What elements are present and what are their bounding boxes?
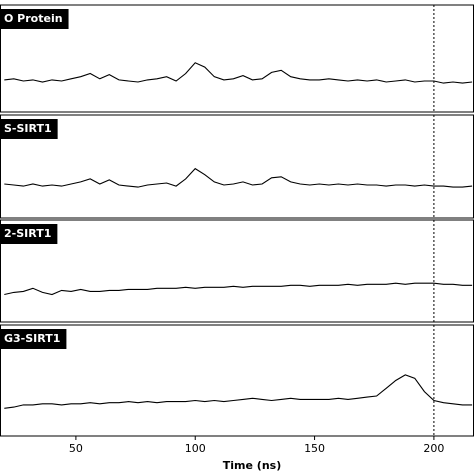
panel-label: S-SIRT1 xyxy=(4,122,52,135)
panel-label-box xyxy=(0,119,58,139)
data-line xyxy=(4,167,473,188)
panel-label-box xyxy=(0,329,67,349)
data-line xyxy=(4,374,473,409)
panel-label-box xyxy=(0,224,58,244)
x-tick-label: 100 xyxy=(185,442,206,455)
x-tick-label: 200 xyxy=(423,442,444,455)
panel-frame xyxy=(0,324,474,437)
panel-label: O Protein xyxy=(4,12,63,25)
x-tick-label: 50 xyxy=(69,442,83,455)
panel-frame xyxy=(0,4,474,113)
data-line xyxy=(4,282,473,296)
panel-label: 2-SIRT1 xyxy=(4,227,51,240)
x-axis-title: Time (ns) xyxy=(223,459,281,472)
panel-frame xyxy=(0,114,474,219)
panel-label-box xyxy=(0,9,69,29)
panel-label: G3-SIRT1 xyxy=(4,332,60,345)
x-tick-label: 150 xyxy=(304,442,325,455)
data-line xyxy=(4,62,473,84)
panel-frame xyxy=(0,219,474,323)
